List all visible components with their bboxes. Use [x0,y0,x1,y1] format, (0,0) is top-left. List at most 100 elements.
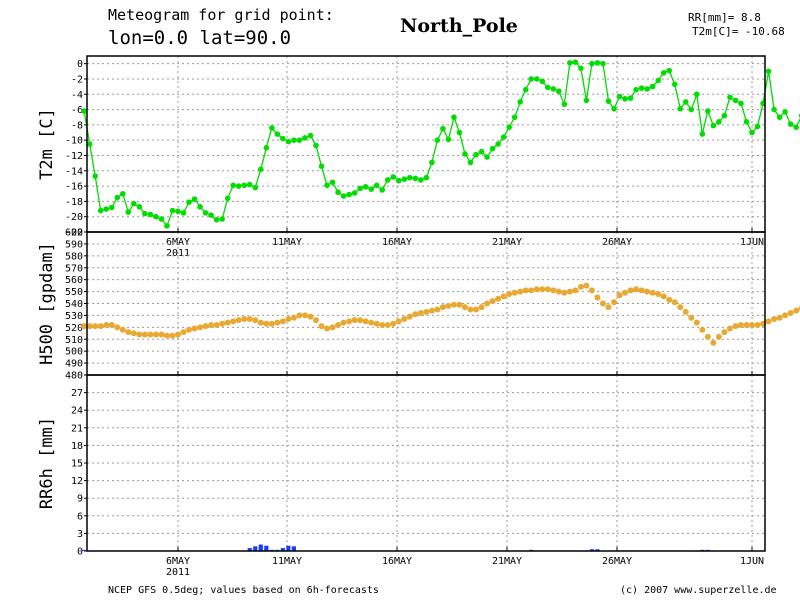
t2m-point [622,96,628,102]
h500-point [423,308,430,315]
h500-point [793,307,800,314]
t2m-point [666,67,673,74]
title-line1: Meteogram for grid point: [108,6,334,24]
t2m-point [103,206,110,212]
t2m-point [787,121,794,127]
y-tick-label: 15 [71,459,83,470]
y-tick-label: -6 [71,105,83,116]
t2m-point [589,60,595,67]
t2m-point [506,124,512,130]
h500-point [688,314,695,321]
h500-point [434,306,441,313]
t2m-point [473,151,479,158]
footer-source: NCEP GFS 0.5deg; values based on 6h-fore… [108,585,379,596]
h500-point [175,331,181,338]
h500-point [125,329,132,336]
t2m-point [572,59,579,65]
h500-point [616,292,623,299]
h500-point [92,323,99,330]
h500-point [743,321,750,328]
h500-point [351,317,358,324]
t2m-point [357,185,363,192]
y-tick-label: 21 [71,423,83,434]
h500-point [577,283,584,290]
t2m-point [754,123,761,130]
x-tick-label: 21MAY [492,556,522,567]
t2m-point [412,175,419,182]
y-tick-label: -22 [65,228,83,239]
h500-point [682,308,689,315]
h500-point [776,314,783,321]
y-tick-label: 590 [65,239,83,250]
t2m-point [97,207,104,214]
h500-point [130,330,137,337]
h500-point [726,325,733,332]
h500-point [379,321,386,328]
rr6h-bar [291,546,297,551]
h500-point [495,295,502,302]
h500-point [533,286,540,293]
y-tick-label: 520 [65,323,83,334]
location-title: North_Pole [400,15,518,37]
h500-point [290,314,297,321]
t2m-point [202,210,209,216]
y-tick-label: 490 [65,359,83,370]
t2m-point [605,98,612,104]
rr6h-bar [589,549,595,551]
title-coordinates: lon=0.0 lat=90.0 [108,27,292,49]
h500-point [693,319,700,326]
t2m-point [335,189,341,196]
y-tick-label: 9 [77,494,83,505]
t2m-point [302,135,308,141]
t2m-point [147,211,154,218]
y-tick-label: 510 [65,335,83,346]
t2m-point [368,186,374,192]
h500-point [147,331,154,338]
t2m-point [644,86,650,92]
h500-point [500,293,507,300]
h500-point [704,333,711,340]
t2m-point [451,114,457,121]
y-axis-label: T2m [C] [37,108,57,180]
h500-point [235,317,242,324]
h500-point [257,319,264,326]
h500-point [246,315,253,322]
rr6h-bar [595,549,600,551]
y-tick-label: 0 [77,59,83,70]
h500-point [103,321,110,328]
t2m-point [544,84,551,91]
y-tick-label: 0 [77,547,83,558]
t2m-point [285,138,292,145]
t2m-point [257,166,264,173]
t2m-point [649,83,656,90]
t2m-point [175,208,181,215]
t2m-point [749,129,755,136]
h500-point [660,293,667,300]
h500-point [285,315,292,322]
h500-point [114,324,121,331]
t2m-point [197,203,203,210]
h500-point [749,321,755,328]
t2m-point [561,101,568,108]
rr-summary: RR[mm]= 8.8 [688,11,761,24]
h500-point [544,286,551,293]
h500-point [417,310,424,317]
rr6h-bar [258,544,263,551]
t2m-point [395,177,402,184]
y-tick-label: -14 [65,166,83,177]
t2m-point [440,125,446,132]
h500-point [307,313,314,320]
t2m-point [263,145,270,151]
h500-point [611,299,618,306]
h500-point [737,321,744,328]
t2m-point [688,106,695,113]
t2m-point [782,109,788,115]
t2m-point [539,78,546,85]
t2m-point [246,181,253,188]
t2m-point [434,137,441,143]
t2m-point [627,95,634,101]
h500-point [566,288,573,295]
t2m-point [511,114,518,121]
